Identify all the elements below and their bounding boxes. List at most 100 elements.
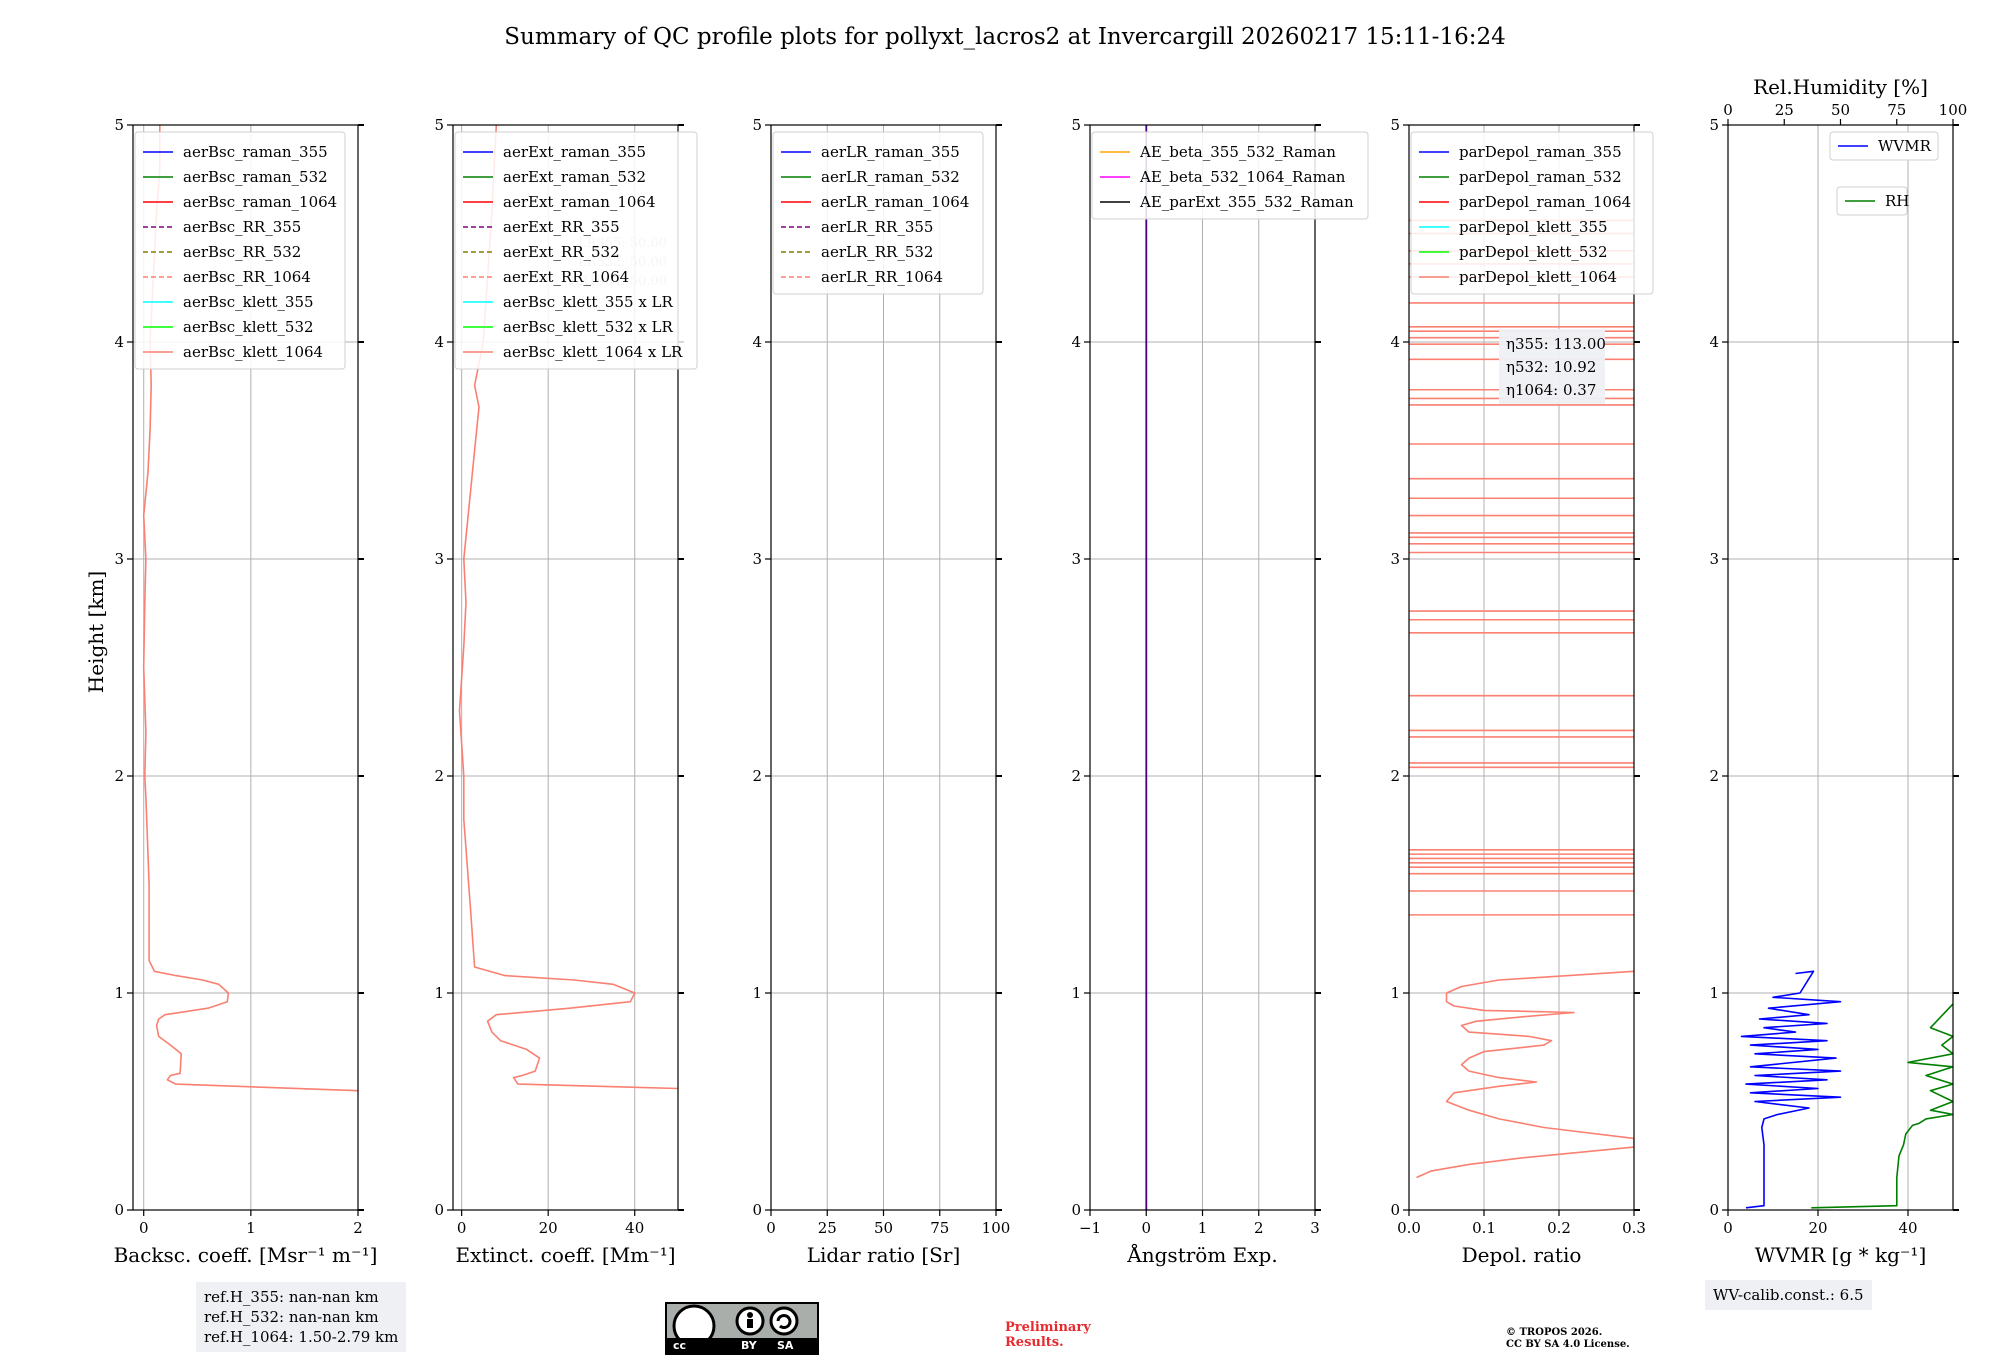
copyright-line-2: CC BY SA 4.0 License. — [1506, 1339, 1630, 1350]
legend-label: aerLR_RR_1064 — [821, 268, 943, 286]
legend-label: aerBsc_klett_532 x LR — [503, 318, 674, 336]
x-axis-label: WVMR [g * kg⁻¹] — [1755, 1243, 1927, 1267]
legend-frame — [1829, 131, 1939, 161]
legend-label: aerBsc_klett_355 x LR — [503, 293, 674, 311]
x-tick-label: 0 — [139, 1219, 149, 1237]
y-tick-label: 5 — [752, 116, 762, 134]
legend-label: aerLR_RR_532 — [821, 243, 933, 261]
annotation-line: η532: 10.92 — [1506, 358, 1596, 376]
y-tick-label: 1 — [434, 984, 444, 1002]
y-tick-label: 0 — [1071, 1201, 1081, 1219]
y-tick-label: 3 — [1071, 550, 1081, 568]
y-tick-label: 3 — [1390, 550, 1400, 568]
legend-label: aerBsc_raman_532 — [183, 168, 328, 186]
x-axis-label: Lidar ratio [Sr] — [807, 1243, 961, 1267]
annotation-line: η355: 113.00 — [1506, 335, 1606, 353]
legend-label: aerBsc_raman_1064 — [183, 193, 337, 211]
legend-frame — [134, 131, 346, 370]
y-tick-label: 4 — [1390, 333, 1400, 351]
legend-label: parDepol_klett_532 — [1459, 243, 1608, 261]
series-group — [142, 125, 358, 1092]
legend-frame — [454, 131, 698, 370]
panel-depolarization: 0.0 0.1 0.2 0.3 0 1 2 3 4 5 Depol. ratio η355: 113.… — [1390, 116, 1654, 1267]
legend: aerLR_raman_355 aerLR_raman_532 aerLR_rama… — [772, 131, 984, 295]
legend-label: aerExt_raman_532 — [503, 168, 646, 186]
top-x-tick-label: 0 — [1723, 101, 1733, 119]
legend-label: aerExt_RR_532 — [503, 243, 620, 261]
series-line-WVMR — [1740, 970, 1842, 1209]
y-tick-label: 2 — [1071, 767, 1081, 785]
x-tick-label: 20 — [539, 1219, 558, 1237]
top-x-tick-label: 75 — [1887, 101, 1906, 119]
annotation-background — [1499, 329, 1605, 404]
y-tick-label: 2 — [114, 767, 124, 785]
y-tick-label: 0 — [752, 1201, 762, 1219]
y-tick-label: 2 — [1390, 767, 1400, 785]
axes-frame — [132, 124, 359, 1211]
x-axis-label: Depol. ratio — [1462, 1243, 1582, 1267]
x-axis-label: Backsc. coeff. [Msr⁻¹ m⁻¹] — [114, 1243, 378, 1267]
series-line-aerBsc_klett_1064 — [142, 125, 358, 1092]
x-tick-label: 2 — [1254, 1219, 1264, 1237]
y-tick-label: 1 — [752, 984, 762, 1002]
x-tick-label: 100 — [982, 1219, 1011, 1237]
copyright-line-1: © TROPOS 2026. — [1506, 1327, 1603, 1338]
y-tick-label: 1 — [1390, 984, 1400, 1002]
panel-water-vapor: 0 20 40 0 1 2 3 4 5 WVMR [g * kg⁻¹] 0 25 50 75 100 Rel.… — [1709, 75, 1967, 1267]
x-tick-label: 1 — [1198, 1219, 1208, 1237]
legend-label: RH — [1885, 192, 1909, 210]
legend-label: aerBsc_klett_532 — [183, 318, 314, 336]
y-tick-label: 0 — [434, 1201, 444, 1219]
by-text: BY — [741, 1339, 757, 1352]
x-tick-label: 40 — [1898, 1219, 1917, 1237]
cc-badge-graphic — [672, 1304, 799, 1348]
y-tick-label: 1 — [1071, 984, 1081, 1002]
y-tick-label: 1 — [1709, 984, 1719, 1002]
x-tick-label: 50 — [874, 1219, 893, 1237]
top-x-tick-label: 100 — [1939, 101, 1968, 119]
legend-label: AE_beta_532_1064_Raman — [1139, 168, 1346, 186]
legend-label: AE_parExt_355_532_Raman — [1139, 193, 1354, 211]
legend-label: aerExt_RR_1064 — [503, 268, 629, 286]
axes-frame — [452, 124, 679, 1211]
panel-lidar-ratio: 0 25 50 75 100 0 1 2 3 4 5 Lidar ratio [Sr] aerLR_ra… — [752, 116, 1010, 1267]
series-group — [458, 125, 678, 1090]
annotation-box: η355: 113.00 η532: 10.92 η1064: 0.37 — [1499, 329, 1606, 404]
legend-frame — [1410, 131, 1654, 295]
legend-label: parDepol_klett_1064 — [1459, 268, 1617, 286]
y-tick-label: 2 — [434, 767, 444, 785]
reference-height-box: ref.H_355: nan-nan km ref.H_532: nan-nan… — [196, 1282, 407, 1352]
top-x-axis-label: Rel.Humidity [%] — [1753, 75, 1928, 99]
x-tick-label: 0.3 — [1622, 1219, 1646, 1237]
y-tick-label: 4 — [752, 333, 762, 351]
legend-label: WVMR — [1878, 137, 1932, 155]
legend-label: parDepol_raman_532 — [1459, 168, 1622, 186]
legend-label: aerBsc_RR_355 — [183, 218, 301, 236]
y-tick-label: 5 — [434, 116, 444, 134]
legend-label: parDepol_raman_355 — [1459, 143, 1622, 161]
y-tick-label: 2 — [752, 767, 762, 785]
preliminary-line-1: Preliminary — [1005, 1320, 1091, 1335]
x-tick-label: 0.2 — [1547, 1219, 1571, 1237]
ref-height-355: ref.H_355: nan-nan km — [204, 1288, 379, 1306]
x-tick-label: 0.1 — [1472, 1219, 1496, 1237]
series-line-RH — [1811, 1003, 1953, 1209]
ref-height-1064: ref.H_1064: 1.50-2.79 km — [204, 1328, 399, 1346]
x-tick-label: 0 — [766, 1219, 776, 1237]
series-group — [1740, 970, 1953, 1209]
legend-label: aerExt_raman_1064 — [503, 193, 656, 211]
legend-label: aerLR_raman_532 — [821, 168, 960, 186]
y-tick-label: 2 — [1709, 767, 1719, 785]
y-tick-label: 5 — [1071, 116, 1081, 134]
legend: parDepol_raman_355 parDepol_raman_532 parD… — [1410, 131, 1654, 295]
x-tick-label: 2 — [353, 1219, 363, 1237]
legend-label: aerLR_raman_355 — [821, 143, 960, 161]
legend-label: aerBsc_klett_1064 x LR — [503, 343, 683, 361]
y-tick-label: 5 — [1709, 116, 1719, 134]
legend-label: aerBsc_klett_1064 — [183, 343, 323, 361]
x-tick-label: 0 — [1141, 1219, 1151, 1237]
figure-title: Summary of QC profile plots for pollyxt_… — [504, 24, 1505, 50]
axes-frame — [1727, 124, 1954, 1211]
